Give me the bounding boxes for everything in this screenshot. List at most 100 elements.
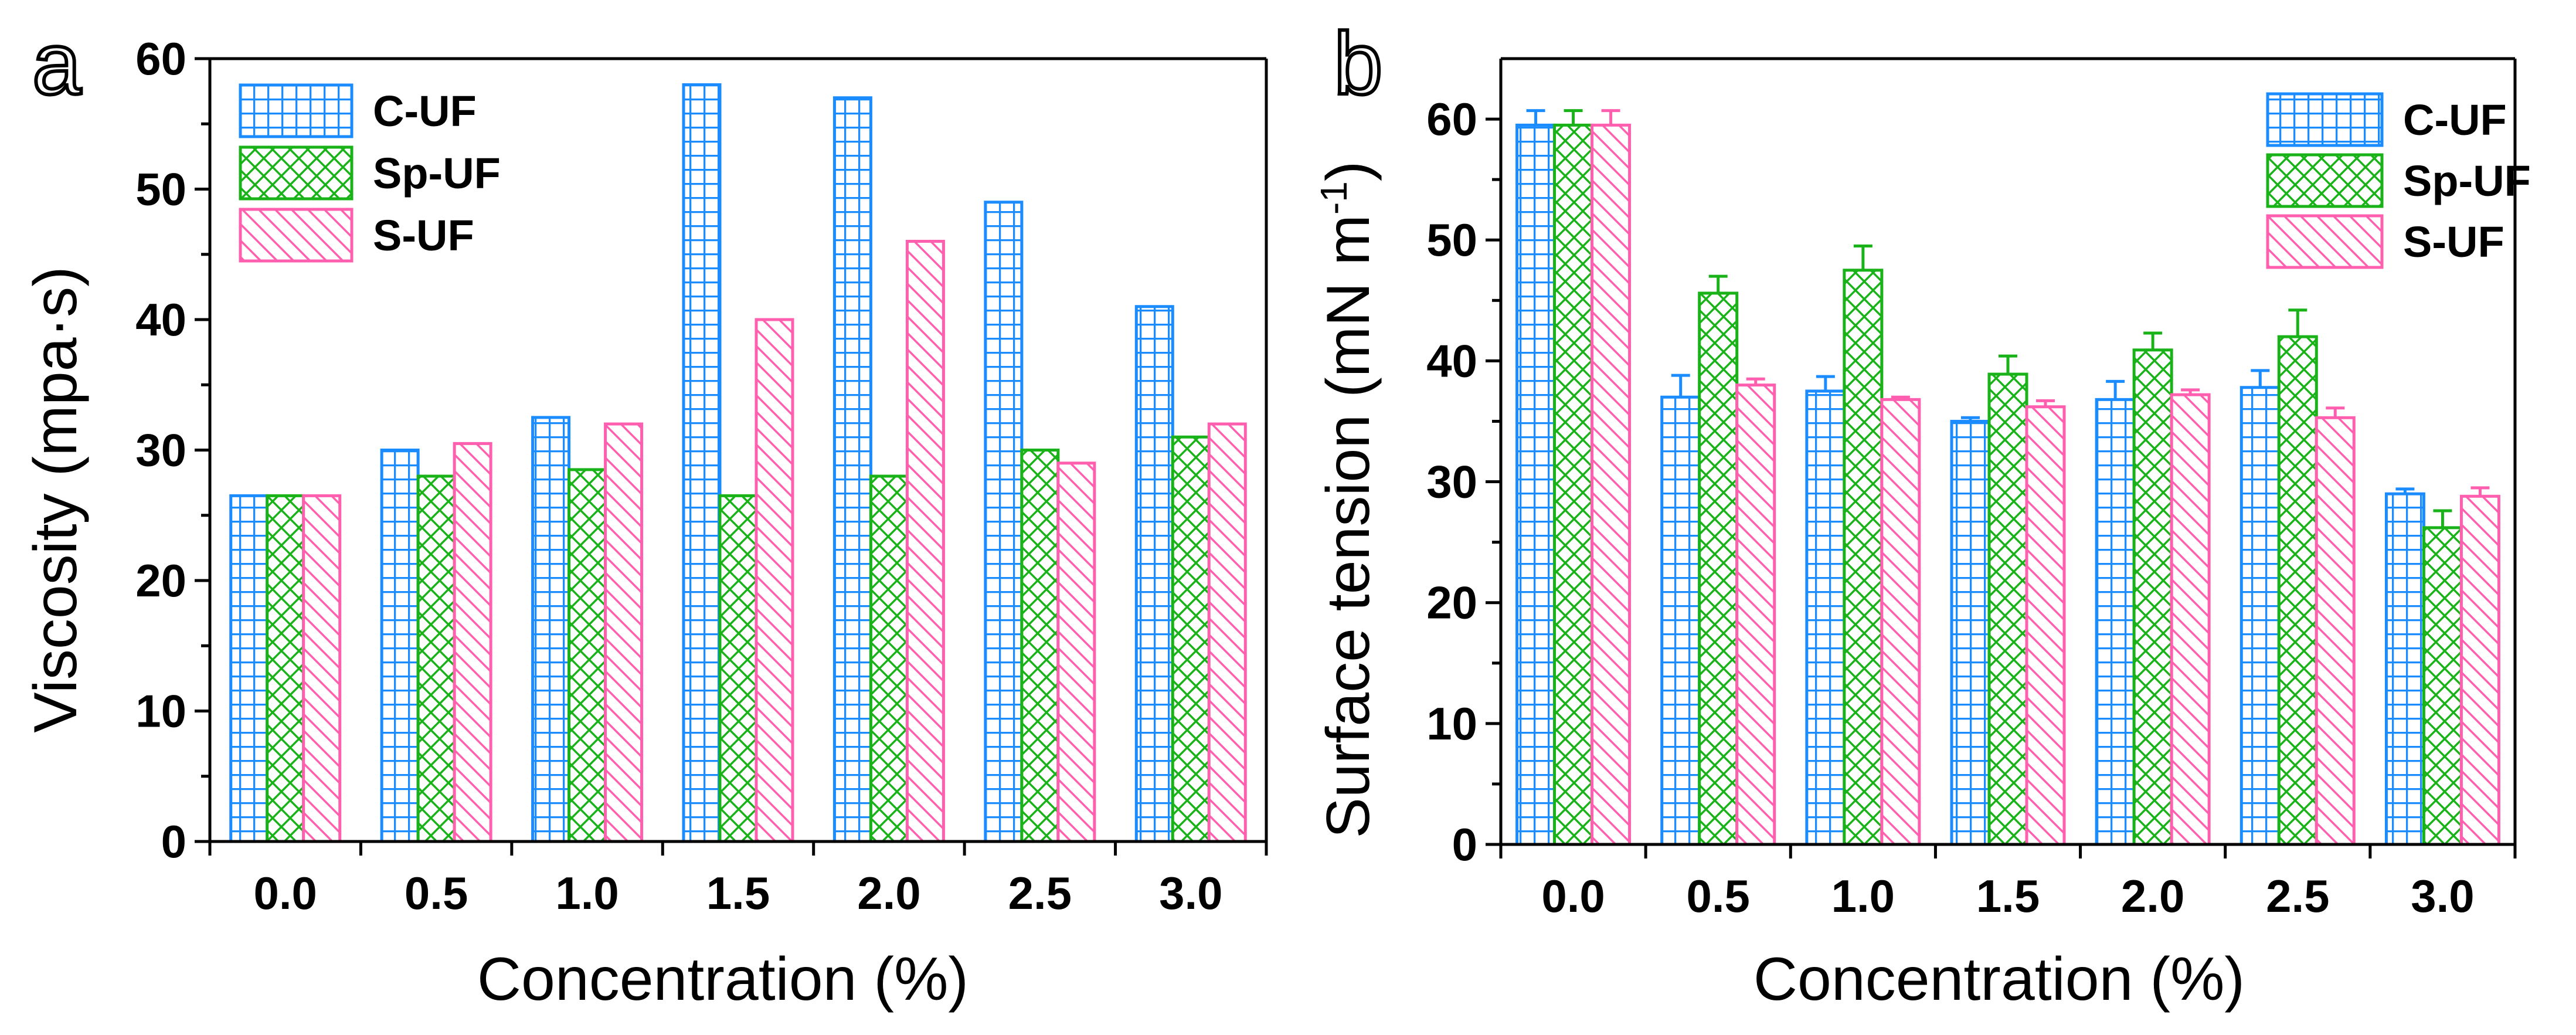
x-tick-label: 0.5	[1686, 870, 1749, 922]
x-tick-label: 3.0	[2411, 870, 2474, 922]
bar-sp-uf-2.5	[2277, 335, 2318, 846]
panel-b-y-axis-label-superscript: -1	[1313, 181, 1355, 215]
panel-b-axes	[1499, 57, 2517, 846]
panel-a-bars	[229, 83, 1247, 843]
legend-swatch-s-uf	[2266, 214, 2384, 269]
panel-b-y-axis-label-suffix: )	[1314, 161, 1382, 181]
panel-a-x-ticks: 0.0 0.5 1.0 1.5 2.0 2.5 3.0	[208, 841, 1268, 919]
bar-s-uf-1.0	[1880, 398, 1921, 846]
bar-c-uf-1.0	[531, 416, 571, 843]
y-tick-label: 40	[135, 294, 186, 345]
legend-swatch-sp-uf	[239, 145, 354, 201]
panel-a-letter: a	[32, 14, 81, 113]
bar-s-uf-0.5	[453, 442, 492, 843]
y-tick-label: 10	[135, 686, 186, 737]
bar-s-uf-2.5	[2315, 416, 2356, 846]
panel-b-letter: b	[1334, 14, 1382, 113]
bar-sp-uf-2.0	[2132, 348, 2173, 846]
panel-b: b 0 10 20 30 40 50 60 0.0 0.5 1.0 1.5 2.0 2.5 3.0 C-…	[1313, 12, 2531, 1013]
x-tick-label: 2.0	[2121, 870, 2184, 922]
bar-sp-uf-1.5	[718, 494, 758, 843]
panel-a-x-axis-label: Concentration (%)	[477, 945, 968, 1013]
panel-a: a 0 10 20 30 40 50 60 0.0 0.5 1.0 1.5 2.0 2.5 3.0 C-…	[22, 12, 1268, 1013]
bar-c-uf-1.5	[682, 83, 722, 843]
bar-sp-uf-1.5	[1987, 372, 2028, 846]
panel-b-y-axis-label: Surface tension (mN m-1)	[1313, 161, 1382, 838]
panel-a-legend: C-UF Sp-UF S-UF	[239, 83, 501, 263]
legend-swatch-sp-uf	[2266, 153, 2384, 208]
y-tick-label: 0	[161, 816, 186, 867]
x-tick-label: 1.0	[555, 867, 618, 919]
panel-b-y-ticks: 0 10 20 30 40 50 60	[1426, 93, 1501, 870]
bar-s-uf-0.0	[1591, 123, 1632, 846]
x-tick-label: 1.5	[1976, 870, 2040, 922]
bar-c-uf-2.5	[984, 201, 1024, 843]
bar-sp-uf-3.0	[1171, 435, 1211, 843]
bar-s-uf-1.0	[604, 422, 644, 843]
bar-sp-uf-0.0	[266, 494, 305, 843]
y-tick-label: 20	[1426, 577, 1477, 629]
x-tick-label: 2.5	[2266, 870, 2329, 922]
bar-s-uf-3.0	[2459, 494, 2500, 846]
bar-c-uf-2.0	[832, 96, 872, 843]
bar-sp-uf-0.0	[1553, 123, 1594, 846]
bar-c-uf-0.0	[229, 494, 269, 843]
panel-a-axes	[208, 57, 1268, 843]
bar-sp-uf-3.0	[2422, 526, 2463, 846]
bar-c-uf-2.0	[2095, 398, 2136, 846]
y-tick-label: 0	[1452, 819, 1477, 870]
x-tick-label: 0.5	[405, 867, 468, 919]
legend-swatch-c-uf	[239, 83, 354, 138]
panel-a-y-ticks: 0 10 20 30 40 50 60	[135, 33, 210, 867]
panel-b-y-axis-label-main: Surface tension (mN m	[1314, 215, 1382, 838]
bar-s-uf-2.5	[1056, 461, 1096, 843]
panel-b-legend: C-UF Sp-UF S-UF	[2266, 92, 2531, 269]
bar-sp-uf-1.0	[567, 468, 607, 843]
x-tick-label: 0.0	[1541, 870, 1605, 922]
bar-c-uf-2.5	[2239, 386, 2281, 846]
bar-s-uf-1.5	[2025, 405, 2066, 846]
legend-label-s-uf: S-UF	[373, 211, 474, 260]
y-tick-label: 40	[1426, 335, 1477, 386]
bar-s-uf-2.0	[2170, 393, 2211, 846]
bar-sp-uf-2.0	[869, 474, 909, 843]
bar-c-uf-3.0	[1134, 305, 1174, 843]
bar-sp-uf-0.5	[416, 474, 456, 843]
legend-label-sp-uf: Sp-UF	[2403, 157, 2531, 205]
bar-c-uf-1.5	[1950, 419, 1991, 846]
panel-b-bars	[1515, 123, 2500, 846]
panel-a-y-axis-label: Viscosity (mpa·s)	[22, 266, 90, 733]
bar-s-uf-1.5	[755, 318, 794, 843]
x-tick-label: 2.0	[857, 867, 920, 919]
bar-sp-uf-1.0	[1843, 269, 1884, 846]
bar-c-uf-0.5	[380, 449, 420, 843]
y-tick-label: 30	[1426, 456, 1477, 508]
y-tick-label: 50	[1426, 214, 1477, 266]
legend-label-sp-uf: Sp-UF	[373, 149, 501, 198]
bar-s-uf-2.0	[905, 240, 945, 843]
panel-b-x-ticks: 0.0 0.5 1.0 1.5 2.0 2.5 3.0	[1499, 844, 2517, 922]
x-tick-label: 0.0	[253, 867, 317, 919]
legend-label-s-uf: S-UF	[2403, 218, 2504, 266]
bar-c-uf-3.0	[2384, 492, 2425, 846]
x-tick-label: 2.5	[1008, 867, 1072, 919]
bar-sp-uf-2.5	[1020, 449, 1060, 843]
x-tick-label: 3.0	[1159, 867, 1222, 919]
y-tick-label: 10	[1426, 698, 1477, 749]
bar-s-uf-0.5	[1735, 384, 1776, 846]
panel-b-error-bars	[1526, 109, 2490, 528]
x-tick-label: 1.5	[706, 867, 770, 919]
y-tick-label: 60	[135, 33, 186, 84]
legend-label-c-uf: C-UF	[2403, 96, 2507, 144]
x-tick-label: 1.0	[1831, 870, 1895, 922]
bar-s-uf-0.0	[302, 494, 342, 843]
y-tick-label: 30	[135, 425, 186, 476]
legend-swatch-c-uf	[2266, 92, 2384, 147]
y-tick-label: 60	[1426, 93, 1477, 145]
panel-b-x-axis-label: Concentration (%)	[1753, 945, 2245, 1013]
legend-label-c-uf: C-UF	[373, 87, 477, 135]
bar-c-uf-0.5	[1660, 395, 1701, 846]
bar-c-uf-1.0	[1805, 389, 1846, 846]
